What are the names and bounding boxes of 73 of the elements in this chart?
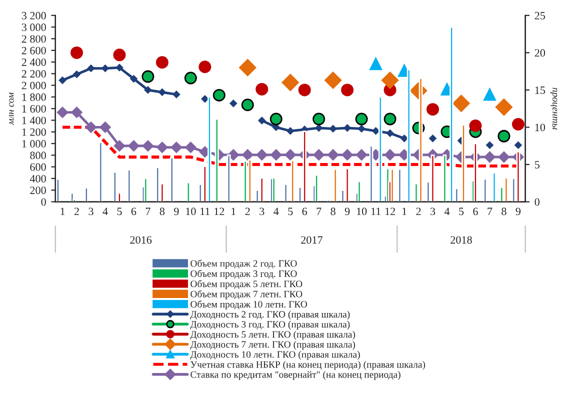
y-tick-label: 600 — [30, 163, 46, 171]
y-tick-label: 3 200 — [22, 12, 46, 20]
y-tick-label: 1 800 — [22, 93, 46, 101]
y-tick-label: 1 400 — [22, 116, 46, 124]
x-tick-label: 2 — [74, 208, 79, 216]
legend-label: Объем продаж 2 год. ГКО — [190, 260, 297, 269]
x-tick-label: 8 — [160, 208, 165, 216]
y2-tick-label: 0 — [534, 198, 540, 206]
legend-label: Доходность 3 год. ГКО (правая шкала) — [190, 320, 350, 330]
x-tick-label: 12 — [214, 208, 224, 216]
x-tick-label: 3 — [260, 208, 264, 216]
y-tick-label: 2 000 — [22, 82, 46, 90]
x-tick-label: 11 — [371, 208, 380, 216]
y-tick-label: 3 000 — [22, 24, 46, 32]
y2-tick-label: 10 — [535, 124, 546, 132]
legend-label: Доходность 10 летн. ГКО (правая шкала) — [190, 350, 360, 360]
y2-tick-label: 20 — [534, 49, 546, 57]
x-tick-label: 10 — [356, 208, 367, 216]
y-tick-label: 1 600 — [22, 105, 46, 113]
y2-tick-label: 15 — [535, 86, 546, 94]
y-tick-label: 200 — [30, 186, 46, 194]
x-tick-label: 7 — [488, 208, 492, 216]
x-tick-label: 5 — [459, 208, 464, 216]
text: 2017 — [301, 236, 323, 244]
x-tick-label: 7 — [316, 208, 322, 216]
y-axis-title: млн сом — [9, 92, 14, 126]
y-tick-label: 2 400 — [22, 58, 46, 66]
x-tick-label: 5 — [117, 208, 122, 216]
legend-label: Ставка по кредитам "овернайт" (на конец периода) — [190, 371, 400, 380]
x-tick-label: 4 — [102, 208, 108, 216]
legend-label: Доходность 5 летн. ГКО (правая шкала) — [190, 330, 356, 340]
legend-label: Объем продаж 5 летн. ГКО — [190, 280, 302, 290]
x-tick-label: 6 — [473, 208, 478, 216]
x-tick-label: 2 — [416, 208, 421, 216]
legend-label: Объем продаж 7 летн. ГКО — [190, 290, 302, 300]
x-tick-label: 11 — [200, 208, 210, 216]
x-tick-label: 9 — [516, 208, 521, 216]
y2-tick-label: 5 — [534, 161, 540, 168]
x-tick-label: 12 — [385, 208, 395, 216]
y-tick-label: 1 200 — [22, 128, 46, 136]
y-tick-label: 1 000 — [22, 140, 46, 148]
x-tick-label: 6 — [131, 208, 136, 216]
y2-axis-title: проценты — [550, 88, 558, 130]
x-tick-label: 9 — [174, 208, 179, 216]
y-tick-label: 800 — [30, 152, 46, 160]
y-tick-label: 2 800 — [22, 35, 46, 43]
x-tick-label: 9 — [344, 208, 350, 216]
x-tick-label: 3 — [88, 208, 94, 216]
x-tick-label: 7 — [146, 208, 150, 216]
x-tick-label: 4 — [444, 208, 450, 216]
x-tick-label: 4 — [274, 208, 279, 216]
x-tick-label: 5 — [288, 208, 293, 216]
legend-label: Объем продаж 10 летн. ГКО — [190, 300, 308, 310]
x-tick-label: 6 — [302, 208, 308, 216]
x-tick-label: 10 — [186, 208, 196, 216]
x-tick-label: 2 — [245, 208, 250, 216]
x-tick-label: 8 — [330, 208, 336, 216]
legend-label: Объем продаж 3 год. ГКО — [190, 270, 297, 279]
y2-tick-label: 25 — [534, 12, 546, 20]
legend-label: Учетная ставка НБКР (на конец периода) (правая шкала) — [190, 360, 426, 370]
legend-label: Доходность 2 год. ГКО (правая шкала) — [190, 310, 350, 320]
y-tick-label: 0 — [41, 198, 46, 206]
text: 2018 — [450, 236, 472, 244]
x-tick-label: 8 — [502, 208, 506, 216]
y-tick-label: 2 200 — [22, 70, 46, 78]
x-tick-label: 1 — [402, 208, 406, 216]
x-tick-label: 1 — [60, 208, 65, 216]
legend-label: Доходность 7 летн. ГКО (правая шкала) — [190, 340, 356, 350]
x-tick-label: 1 — [232, 208, 236, 216]
x-tick-label: 3 — [430, 208, 436, 216]
y-tick-label: 400 — [30, 174, 46, 182]
text: 2016 — [130, 236, 152, 244]
y-tick-label: 2 600 — [22, 46, 46, 54]
